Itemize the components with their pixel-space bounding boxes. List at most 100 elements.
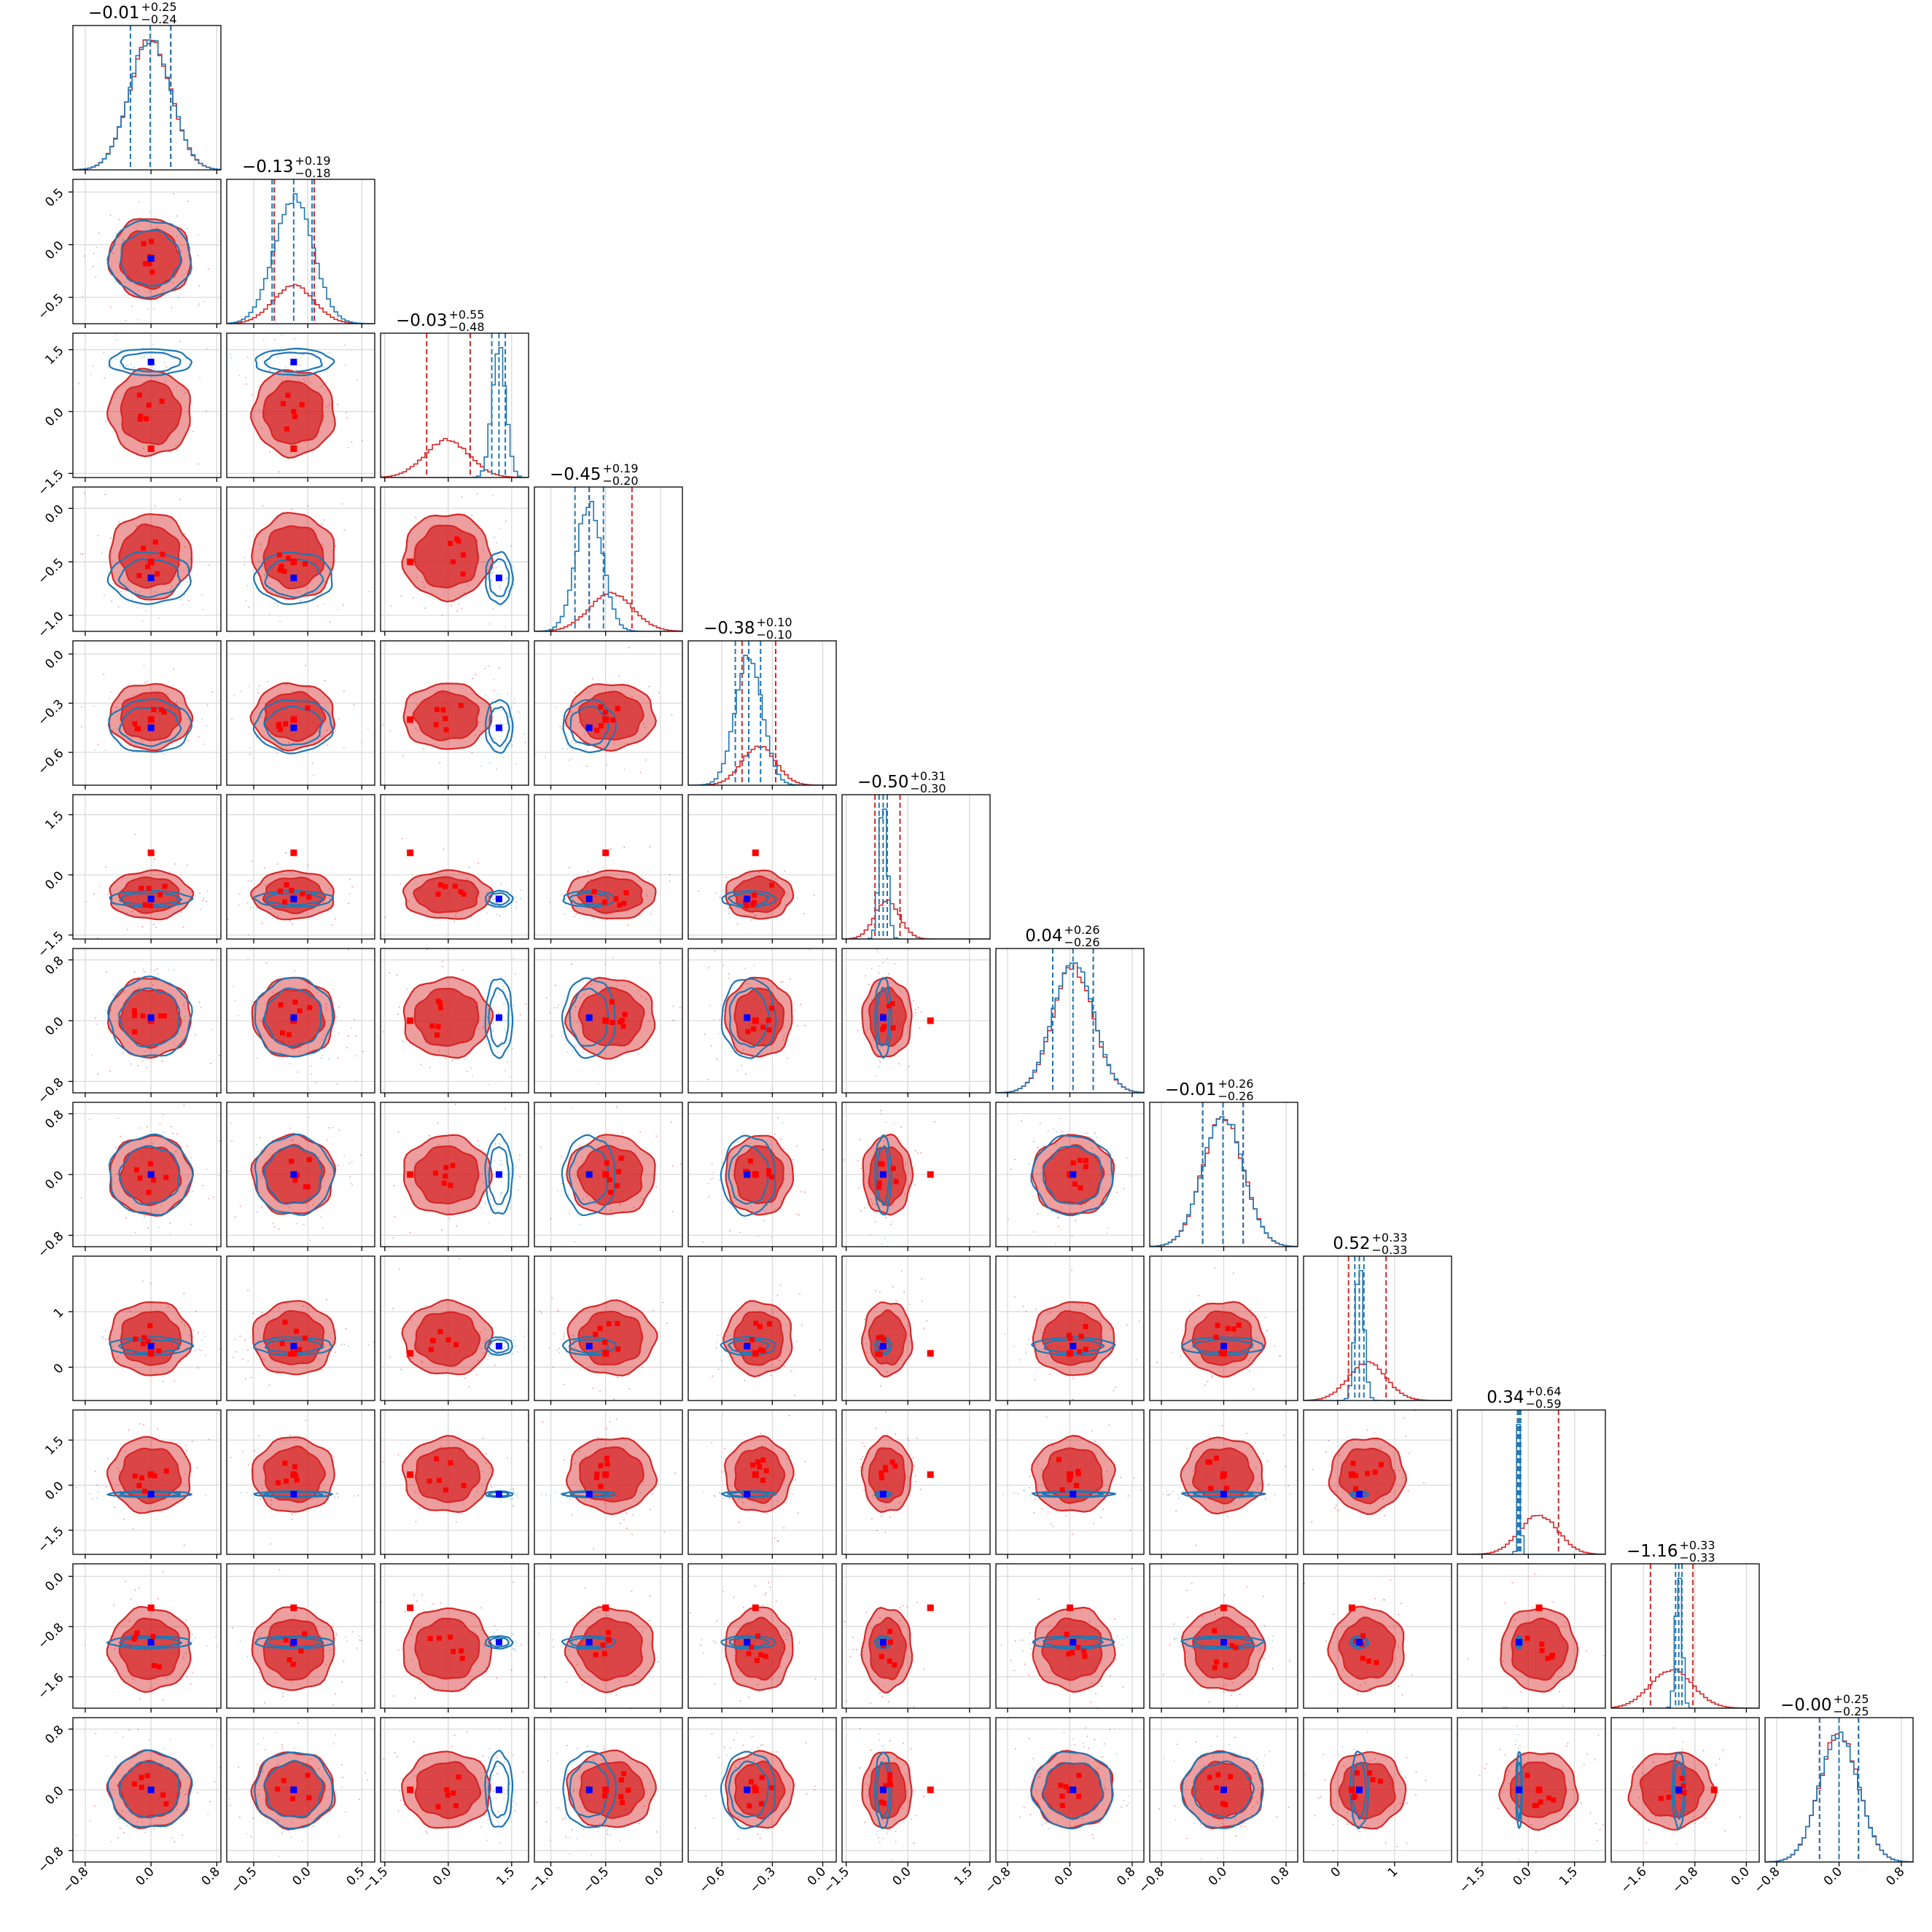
sample-point-blue <box>92 365 94 367</box>
sample-point-blue <box>556 1349 558 1352</box>
sample-point-red <box>494 690 495 692</box>
sample-point-blue <box>510 907 513 909</box>
sample-point-red <box>593 918 595 919</box>
marker-red-square <box>448 1460 453 1465</box>
sample-point-red <box>244 1339 246 1341</box>
sample-point-red <box>1010 1168 1012 1170</box>
sample-point-blue <box>62 980 63 981</box>
contour-blue-outer <box>1181 1490 1267 1498</box>
sample-point-red <box>376 871 378 873</box>
sample-point-red <box>200 1007 202 1008</box>
hist-title-sup-4: +0.10 <box>757 615 792 629</box>
sample-point-blue <box>317 605 319 607</box>
sample-point-red <box>1057 1226 1059 1228</box>
sample-point-blue <box>149 211 151 214</box>
sample-point-red <box>1285 1465 1287 1468</box>
sample-point-blue <box>707 1183 709 1185</box>
sample-point-red <box>899 1502 900 1503</box>
sample-point-blue <box>588 1199 591 1201</box>
hist-series_2 <box>227 193 375 324</box>
sample-point-red <box>525 1003 527 1005</box>
sample-point-red <box>783 1177 785 1180</box>
sample-point-red <box>662 1301 664 1304</box>
sample-point-red <box>326 729 328 731</box>
marker-red-square <box>149 269 155 275</box>
sample-point-red <box>334 918 336 920</box>
sample-point-red <box>519 1154 521 1156</box>
sample-point-red <box>349 1176 351 1177</box>
sample-point-red <box>429 1067 431 1069</box>
marker-blue-truth <box>585 1342 593 1349</box>
hist-series_1 <box>73 39 221 170</box>
sample-point-red <box>876 1412 878 1414</box>
sample-point-red <box>587 870 589 873</box>
contour-blue-outer <box>562 889 618 908</box>
sample-point-blue <box>1038 1181 1040 1183</box>
sample-point-blue <box>566 743 568 745</box>
sample-point-red <box>484 668 486 669</box>
marker-blue-truth <box>744 895 751 903</box>
sample-point-blue <box>566 748 568 750</box>
sample-point-blue <box>89 1118 90 1120</box>
contour-blue-inner <box>118 1637 183 1648</box>
sample-point-red <box>747 983 749 985</box>
sample-point-red <box>586 766 588 768</box>
sample-point-red <box>914 1150 916 1152</box>
sample-point-blue <box>98 886 101 888</box>
marker-red-square <box>158 706 164 712</box>
sample-point-red <box>400 1368 402 1371</box>
sample-point-red <box>141 741 143 743</box>
sample-point-red <box>574 1347 576 1349</box>
hist-title-main-1: −0.13 <box>242 157 293 176</box>
contour-blue-outer <box>720 1336 777 1356</box>
sample-point-blue <box>877 951 879 953</box>
sample-point-red <box>335 1352 336 1353</box>
sample-point-red <box>1040 1328 1042 1331</box>
marker-red-square <box>613 896 619 902</box>
sample-point-red <box>637 880 639 881</box>
sample-point-blue <box>1238 1497 1240 1500</box>
contour-blue-inner <box>568 1145 609 1206</box>
sample-point-red <box>1156 1361 1158 1363</box>
sample-point-red <box>149 1687 152 1689</box>
sample-point-red <box>303 1305 304 1307</box>
sample-point-red <box>176 235 178 238</box>
sample-point-red <box>157 1428 158 1430</box>
sample-point-red <box>1266 1460 1269 1462</box>
sample-point-blue <box>251 1495 252 1497</box>
marker-red-truth <box>1348 1471 1355 1479</box>
marker-blue-truth <box>290 1491 297 1497</box>
sample-point-red <box>303 378 305 380</box>
sample-point-red <box>230 1303 231 1304</box>
sample-point-blue <box>486 912 488 914</box>
sample-point-blue <box>1028 1163 1030 1165</box>
marker-red-truth <box>407 1017 414 1024</box>
sample-point-blue <box>206 348 208 350</box>
panel-2d-0-2: −1.50.01.5 <box>35 332 222 499</box>
panel-frame <box>226 1409 375 1555</box>
sample-point-red <box>95 1017 96 1019</box>
sample-point-blue <box>247 958 249 960</box>
sample-point-red <box>511 744 513 747</box>
sample-point-red <box>341 1344 343 1345</box>
sample-point-red <box>184 392 187 394</box>
sample-point-red <box>658 962 661 964</box>
sample-point-red <box>1335 1504 1337 1506</box>
hist-title-sub-6: −0.26 <box>1064 935 1100 949</box>
sample-point-red <box>876 1363 879 1365</box>
sample-point-red <box>484 1202 486 1204</box>
sample-point-blue <box>511 1048 513 1050</box>
sample-point-blue <box>883 1140 885 1141</box>
sample-point-blue <box>488 623 491 625</box>
marker-blue-truth <box>290 574 297 582</box>
sample-point-red <box>915 1008 916 1010</box>
sample-point-red <box>130 1063 132 1065</box>
sample-point-red <box>476 1374 478 1376</box>
marker-red-square <box>286 556 292 561</box>
sample-point-red <box>1405 1435 1406 1437</box>
sample-point-red <box>658 692 660 693</box>
sample-point-blue <box>332 722 334 725</box>
sample-point-red <box>118 219 120 220</box>
sample-point-blue <box>495 996 497 997</box>
sample-point-red <box>1264 1498 1266 1500</box>
